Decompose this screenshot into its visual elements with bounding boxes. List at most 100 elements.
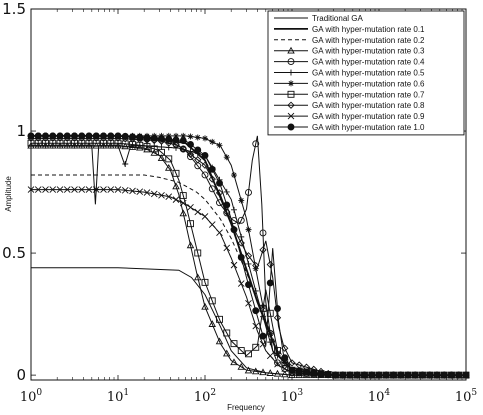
data-point: [107, 139, 115, 147]
data-point: [266, 309, 274, 317]
data-point: [158, 148, 165, 156]
series-3: [31, 174, 466, 376]
y-axis-ticks: 0 0.5 1 1.5: [2, 0, 466, 384]
x-tick-label: 100: [20, 388, 43, 405]
data-point: [158, 191, 165, 199]
data-point: [135, 143, 144, 151]
data-point: [231, 206, 237, 213]
data-point: [194, 134, 201, 141]
data-point: [346, 371, 354, 379]
x-tick-label: 101: [107, 388, 129, 405]
data-point: [280, 370, 289, 378]
data-point: [114, 186, 122, 193]
data-point: [237, 362, 246, 370]
legend-marker: [288, 80, 294, 87]
data-point: [274, 305, 281, 313]
y-tick-label: 1: [16, 122, 26, 140]
y-axis-label: Amplitude: [4, 176, 13, 212]
data-point: [230, 340, 238, 348]
legend-entry: GA with hyper-mutation rate 0.5: [274, 69, 425, 78]
data-point: [266, 369, 275, 376]
data-point: [157, 154, 166, 161]
data-point: [216, 179, 223, 187]
data-point: [136, 133, 144, 141]
data-point: [440, 371, 448, 379]
data-point: [245, 189, 252, 196]
data-point: [34, 186, 42, 193]
legend-label: GA with hyper-mutation rate 0.1: [312, 25, 425, 34]
data-point: [150, 145, 158, 153]
data-point: [259, 332, 267, 340]
data-point: [208, 320, 217, 327]
x-tick-label: 102: [194, 388, 216, 405]
legend-marker: [287, 112, 295, 120]
data-point: [208, 297, 216, 305]
data-point: [129, 187, 136, 195]
data-point: [223, 201, 231, 209]
legend-label: GA with hyper-mutation rate 0.5: [312, 69, 425, 78]
legend-marker: [287, 58, 295, 66]
data-point: [274, 346, 281, 354]
series-line: [31, 142, 466, 376]
data-point: [433, 371, 441, 379]
x-tick-exponent: 2: [210, 388, 216, 398]
legend-entry: GA with hyper-mutation rate 0.6: [274, 79, 425, 88]
data-point: [215, 189, 224, 197]
data-point: [237, 253, 245, 261]
legend-label: GA with hyper-mutation rate 0.3: [312, 47, 425, 56]
legend-label: Traditional GA: [312, 14, 364, 23]
data-point: [266, 352, 274, 360]
series-line: [31, 137, 466, 376]
data-point: [92, 186, 100, 193]
data-point: [230, 261, 238, 269]
data-point: [223, 329, 231, 337]
data-point: [216, 142, 223, 149]
data-point: [202, 135, 208, 142]
data-point: [85, 186, 93, 193]
data-point: [78, 186, 86, 193]
x-tick-label: 104: [368, 388, 391, 405]
legend-marker: [287, 46, 295, 54]
data-point: [201, 302, 209, 310]
data-point: [56, 186, 64, 193]
data-point: [259, 368, 267, 376]
data-point: [42, 186, 49, 193]
x-tick-exponent: 5: [471, 388, 477, 398]
data-point: [223, 154, 230, 161]
data-point: [426, 371, 434, 379]
data-point: [186, 150, 195, 159]
data-point: [244, 366, 253, 374]
data-point: [237, 239, 245, 247]
data-point: [173, 132, 179, 139]
x-tick-exponent: 1: [123, 388, 129, 398]
data-point: [150, 190, 158, 198]
data-point: [223, 244, 231, 252]
legend-entry: GA with hyper-mutation rate 0.2: [274, 36, 425, 45]
data-point: [172, 169, 180, 177]
x-tick-label: 103: [281, 388, 304, 405]
data-point: [151, 143, 158, 150]
data-point: [208, 175, 216, 183]
data-point: [150, 134, 158, 142]
data-point: [63, 139, 71, 147]
data-point: [92, 141, 101, 149]
data-point: [179, 199, 187, 207]
data-point: [114, 139, 122, 147]
y-tick-label: 0.5: [2, 244, 26, 262]
data-point: [215, 337, 224, 345]
series-6: [28, 142, 469, 379]
data-point: [222, 349, 231, 357]
data-point: [71, 186, 78, 193]
legend-entry: GA with hyper-mutation rate 0.9: [274, 112, 425, 121]
x-tick-exponent: 4: [384, 388, 390, 398]
data-point: [100, 139, 107, 147]
data-point: [179, 192, 187, 200]
data-point: [128, 143, 137, 150]
data-point: [136, 188, 144, 195]
legend-entry: GA with hyper-mutation rate 0.7: [274, 90, 425, 99]
data-point: [288, 359, 296, 367]
data-point: [419, 371, 426, 379]
data-point: [230, 358, 238, 366]
data-point: [267, 330, 274, 337]
